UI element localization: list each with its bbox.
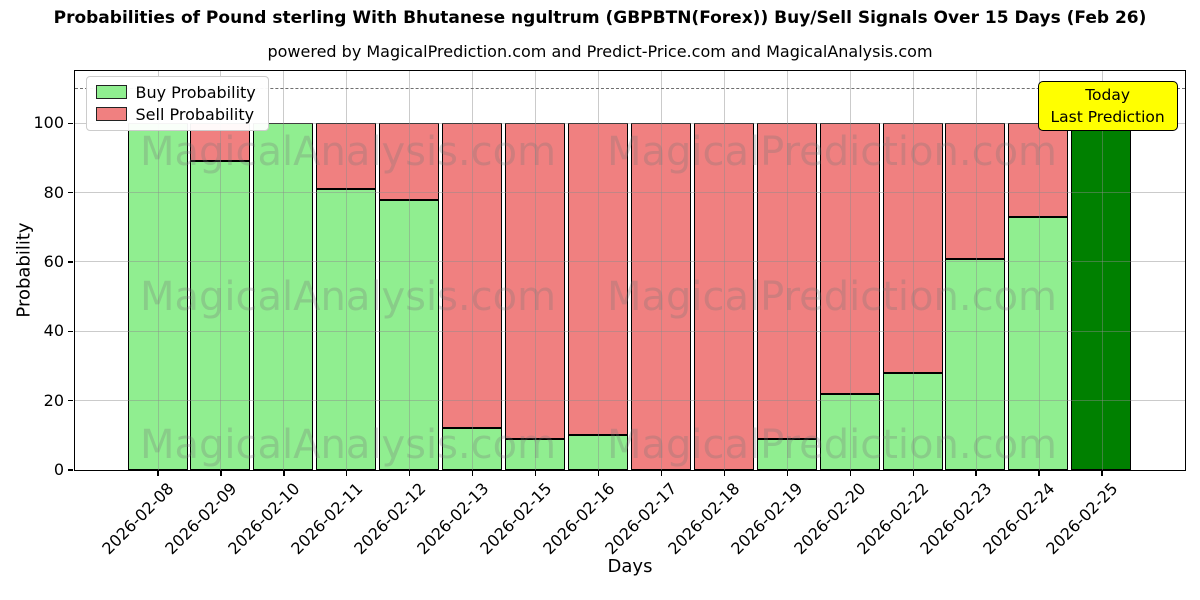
y-tick-mark-100 — [68, 122, 73, 124]
x-tick-mark-3 — [346, 471, 348, 476]
x-tick-mark-7 — [597, 471, 600, 476]
sell-segment — [442, 122, 503, 428]
buy-segment — [756, 438, 817, 470]
y-tick-mark-80 — [68, 191, 73, 194]
buy-swatch — [95, 85, 127, 99]
x-tick-mark-6 — [534, 471, 537, 476]
legend-item-sell: Sell Probability — [95, 104, 256, 124]
y-tick-mark-0 — [68, 469, 73, 471]
sell-swatch — [95, 107, 127, 121]
bar-2026-02-23 — [945, 122, 1006, 470]
bar-2026-02-22 — [882, 122, 943, 470]
sell-segment — [379, 122, 440, 200]
buy-segment — [1008, 216, 1069, 470]
y-tick-label-0: 0 — [53, 460, 64, 479]
bar-2026-02-19 — [756, 122, 817, 470]
buy-segment — [379, 199, 440, 470]
x-axis-label: Days — [607, 556, 653, 577]
plot-area: Buy Probability Sell Probability Today L… — [73, 69, 1186, 471]
x-tick-mark-0 — [157, 471, 159, 476]
bar-2026-02-16 — [567, 122, 628, 470]
buy-segment — [190, 160, 251, 470]
x-tick-mark-14 — [1038, 471, 1040, 476]
sell-segment — [945, 122, 1006, 259]
today-annotation-box: Today Last Prediction — [1037, 80, 1178, 131]
bar-2026-02-12 — [379, 122, 440, 470]
y-tick-mark-20 — [68, 399, 73, 402]
bar-2026-02-24 — [1008, 122, 1069, 470]
bar-2026-02-20 — [819, 122, 880, 470]
buy-segment — [442, 427, 503, 470]
sell-segment — [316, 122, 377, 189]
sell-segment — [630, 122, 691, 470]
bar-2026-02-10 — [253, 122, 314, 470]
buy-segment — [945, 258, 1006, 470]
y-tick-mark-60 — [68, 261, 73, 263]
x-tick-mark-12 — [912, 471, 914, 476]
sell-segment — [756, 122, 817, 439]
last-prediction-segment — [1071, 122, 1132, 470]
y-tick-label-40: 40 — [43, 321, 64, 341]
x-tick-mark-15 — [1101, 471, 1103, 476]
y-tick-label-100: 100 — [33, 113, 64, 133]
legend-label-buy: Buy Probability — [135, 82, 256, 102]
x-tick-mark-8 — [660, 471, 663, 476]
annotation-line-2: Last Prediction — [1050, 107, 1165, 126]
sell-segment — [693, 122, 754, 470]
buy-segment — [567, 434, 628, 470]
legend: Buy Probability Sell Probability — [85, 75, 269, 131]
legend-item-buy: Buy Probability — [95, 82, 256, 102]
x-tick-mark-1 — [220, 471, 222, 476]
buy-segment — [316, 188, 377, 470]
chart-title: Probabilities of Pound sterling With Bhu… — [53, 8, 1147, 28]
bar-2026-02-15 — [505, 122, 566, 470]
buy-segment — [253, 122, 314, 470]
chart-subtitle: powered by MagicalPrediction.com and Pre… — [267, 42, 933, 61]
buy-segment — [505, 438, 566, 470]
y-tick-label-80: 80 — [43, 182, 64, 202]
x-tick-mark-9 — [723, 471, 726, 476]
x-tick-mark-5 — [471, 471, 474, 476]
x-tick-mark-2 — [283, 471, 285, 476]
sell-segment — [819, 122, 880, 394]
sell-segment — [882, 122, 943, 373]
buy-segment — [882, 372, 943, 470]
bar-2026-02-09 — [190, 122, 251, 470]
buy-segment — [127, 122, 188, 470]
bar-2026-02-18 — [693, 122, 754, 470]
x-tick-mark-10 — [786, 471, 789, 476]
sell-segment — [1008, 122, 1069, 217]
x-tick-mark-11 — [849, 471, 851, 476]
sell-segment — [567, 122, 628, 435]
x-tick-mark-13 — [975, 471, 977, 476]
x-tick-mark-4 — [409, 471, 411, 476]
bar-2026-02-08 — [127, 122, 188, 470]
y-tick-label-60: 60 — [43, 251, 64, 271]
bar-2026-02-11 — [316, 122, 377, 470]
reference-dashed-line — [74, 88, 1185, 90]
bar-2026-02-13 — [442, 122, 503, 470]
sell-segment — [505, 122, 566, 439]
y-tick-mark-40 — [68, 330, 73, 332]
legend-label-sell: Sell Probability — [135, 104, 255, 124]
y-tick-label-20: 20 — [43, 390, 64, 410]
bar-2026-02-17 — [630, 122, 691, 470]
buy-segment — [819, 393, 880, 470]
bars-container — [127, 71, 1132, 470]
bar-2026-02-25 — [1071, 122, 1132, 470]
annotation-line-1: Today — [1085, 85, 1131, 104]
